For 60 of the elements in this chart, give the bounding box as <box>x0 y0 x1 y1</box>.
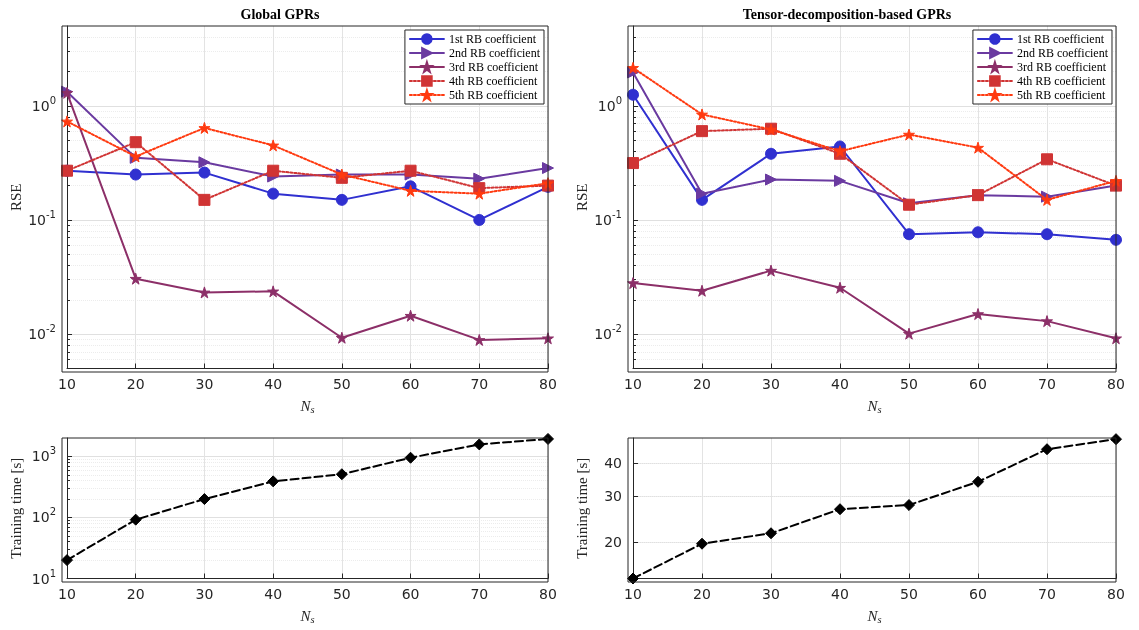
x-tick-label: 60 <box>969 375 987 392</box>
x-tick-label: 20 <box>693 585 711 602</box>
x-tick-label: 40 <box>831 375 849 392</box>
x-tick-label: 10 <box>624 585 642 602</box>
y-tick-label: 10$^{-2}$ <box>28 323 56 345</box>
x-tick-label: 40 <box>264 375 283 392</box>
x-tick-label: 80 <box>539 375 557 392</box>
legend-label: 4th RB coefficient <box>1016 74 1106 88</box>
y-tick-label: 30 <box>604 486 622 506</box>
legend-label: 3rd RB coefficient <box>1016 60 1107 74</box>
x-tick-label: 30 <box>762 585 780 602</box>
x-tick-label: 30 <box>195 585 214 602</box>
x-tick-label: 70 <box>1038 375 1056 392</box>
x-tick-label: 60 <box>969 585 987 602</box>
x-tick-label: 70 <box>470 375 489 392</box>
y-axis-title: Training time [s] <box>573 457 590 559</box>
y-tick-label: 10$^{0}$ <box>597 94 622 116</box>
x-tick-label: 10 <box>58 585 76 602</box>
x-tick-label: 70 <box>470 585 489 602</box>
y-tick-label: 10$^{-1}$ <box>594 208 622 230</box>
y-tick-label: 40 <box>604 454 622 474</box>
chart-title: Global GPRs <box>240 6 321 22</box>
y-axis-title: Training time [s] <box>7 457 24 559</box>
y-tick-label: 10$^{1}$ <box>31 567 56 589</box>
x-tick-label: 20 <box>126 585 145 602</box>
x-tick-label: 50 <box>332 585 351 602</box>
legend-label: 1st RB coefficient <box>1016 32 1105 46</box>
legend-label: 3rd RB coefficient <box>448 60 539 74</box>
y-tick-label: 20 <box>604 533 622 552</box>
x-tick-label: 40 <box>831 585 849 602</box>
x-tick-label: 50 <box>900 375 918 392</box>
x-tick-label: 80 <box>539 585 557 602</box>
x-tick-label: 80 <box>1107 375 1125 392</box>
chart-title: Tensor-decomposition-based GPRs <box>742 6 952 22</box>
x-tick-label: 10 <box>624 375 642 392</box>
x-tick-label: 30 <box>762 375 780 392</box>
x-tick-label: 60 <box>401 375 420 392</box>
y-tick-label: 10$^{3}$ <box>31 445 56 467</box>
x-tick-label: 50 <box>900 585 918 602</box>
legend-label: 4th RB coefficient <box>448 74 538 88</box>
x-tick-label: 30 <box>195 375 214 392</box>
x-tick-label: 20 <box>693 375 711 392</box>
legend-label: 2nd RB coefficient <box>448 46 541 60</box>
y-tick-label: 10$^{2}$ <box>31 506 56 528</box>
x-tick-label: 60 <box>401 585 420 602</box>
y-tick-label: 10$^{-2}$ <box>594 323 622 345</box>
x-tick-label: 50 <box>332 375 351 392</box>
y-tick-label: 10$^{0}$ <box>31 94 56 116</box>
y-axis-title: RSE <box>7 183 24 212</box>
x-tick-label: 20 <box>126 375 145 392</box>
legend-label: 1st RB coefficient <box>448 32 537 46</box>
legend-label: 5th RB coefficient <box>448 88 538 102</box>
y-tick-label: 10$^{-1}$ <box>28 208 56 230</box>
y-axis-title: RSE <box>573 183 590 212</box>
x-tick-label: 40 <box>264 585 283 602</box>
x-tick-label: 70 <box>1038 585 1056 602</box>
x-tick-label: 10 <box>58 375 76 392</box>
legend-label: 5th RB coefficient <box>1016 88 1106 102</box>
legend-label: 2nd RB coefficient <box>1016 46 1109 60</box>
x-tick-label: 80 <box>1107 585 1125 602</box>
